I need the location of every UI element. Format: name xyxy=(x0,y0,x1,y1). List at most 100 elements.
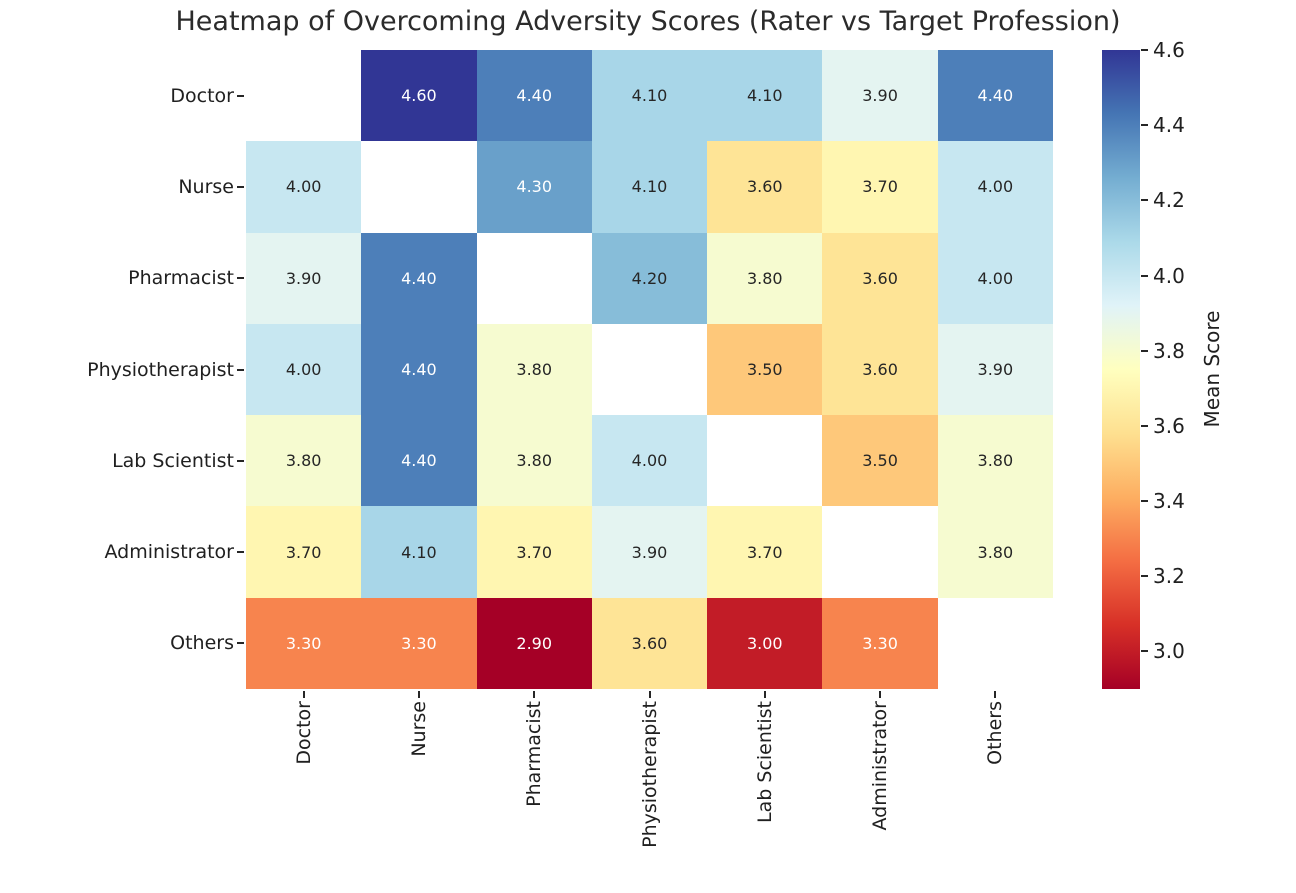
heatmap-cell: 3.80 xyxy=(476,415,592,507)
y-tick-label: Pharmacist xyxy=(128,267,234,290)
colorbar-tick-label: 4.0 xyxy=(1153,263,1185,288)
cell-value: 3.50 xyxy=(862,451,898,471)
cell-value: 4.00 xyxy=(631,451,668,471)
axis-tick xyxy=(763,691,766,698)
cell-value: 3.60 xyxy=(862,359,898,379)
cell-value: 3.90 xyxy=(631,542,668,562)
y-tick-label: Others xyxy=(170,632,234,655)
cell-value: 4.10 xyxy=(746,86,783,106)
colorbar-tick-label: 3.8 xyxy=(1153,338,1185,363)
heatmap-cell: 4.30 xyxy=(476,141,592,233)
colorbar-axis-label: Mean Score xyxy=(1200,310,1224,428)
colorbar-tick xyxy=(1141,650,1148,653)
y-tick-label: Administrator xyxy=(104,541,234,564)
heatmap-cell: 3.30 xyxy=(361,597,477,689)
colorbar-tick xyxy=(1141,274,1148,277)
heatmap-cell: 3.90 xyxy=(591,506,708,598)
heatmap-cell: 3.70 xyxy=(246,506,362,598)
axis-tick xyxy=(994,691,997,698)
axis-tick xyxy=(237,551,244,554)
colorbar-tick-label: 4.6 xyxy=(1153,38,1185,62)
cell-value: 4.40 xyxy=(516,86,553,106)
heatmap-cell: 3.70 xyxy=(822,141,938,233)
colorbar-tick xyxy=(1141,500,1148,503)
y-tick-label: Physiotherapist xyxy=(87,358,234,381)
heatmap-cell: 4.40 xyxy=(361,232,477,324)
cell-value: 3.60 xyxy=(862,268,898,288)
cell-value: 3.90 xyxy=(862,86,898,106)
colorbar xyxy=(1102,50,1140,689)
axis-tick xyxy=(879,691,882,698)
colorbar-tick-label: 3.6 xyxy=(1153,413,1185,438)
x-tick-label: Nurse xyxy=(407,701,430,757)
heatmap-cell: 3.30 xyxy=(246,597,362,689)
axis-tick xyxy=(417,691,420,698)
axis-tick xyxy=(302,691,305,698)
cell-value: 4.00 xyxy=(977,177,1014,197)
heatmap-cell: 3.90 xyxy=(937,323,1053,416)
colorbar-tick-label: 4.2 xyxy=(1153,188,1185,213)
x-tick-label: Others xyxy=(984,701,1007,765)
heatmap-cell: 3.60 xyxy=(591,597,708,689)
y-tick-label: Doctor xyxy=(170,84,234,107)
heatmap-cell: 4.00 xyxy=(591,415,708,507)
colorbar-tick-label: 3.0 xyxy=(1153,639,1185,664)
cell-value: 3.70 xyxy=(862,177,898,197)
heatmap-cell xyxy=(246,50,362,142)
colorbar-tick xyxy=(1141,349,1148,352)
heatmap-cell: 4.40 xyxy=(476,50,592,142)
heatmap-cell: 4.40 xyxy=(361,323,477,416)
heatmap-cell: 4.10 xyxy=(591,141,708,233)
cell-value: 3.60 xyxy=(631,633,668,653)
heatmap-cell: 4.10 xyxy=(361,506,477,598)
y-tick-label: Nurse xyxy=(178,175,234,198)
heatmap-cell: 3.50 xyxy=(822,415,938,507)
cell-value: 3.60 xyxy=(746,177,783,197)
heatmap-cell: 4.00 xyxy=(937,141,1053,233)
cell-value: 4.10 xyxy=(631,177,668,197)
heatmap-cell xyxy=(937,597,1053,689)
cell-value: 3.80 xyxy=(977,451,1014,471)
cell-value: 4.10 xyxy=(401,542,437,562)
heatmap-cell: 4.00 xyxy=(937,232,1053,324)
heatmap-cell: 4.00 xyxy=(246,141,362,233)
colorbar-tick-label: 3.4 xyxy=(1153,489,1185,514)
cell-value: 4.40 xyxy=(401,359,437,379)
cell-value: 3.80 xyxy=(285,451,322,471)
cell-value: 4.20 xyxy=(631,268,668,288)
cell-value: 4.10 xyxy=(631,86,668,106)
colorbar-tick xyxy=(1141,575,1148,578)
heatmap-grid: 4.60 4.40 4.10 4.10 3.90 4.40 4.00 4.30 4.10 3.60… xyxy=(246,50,1053,689)
cell-value: 4.60 xyxy=(401,86,437,106)
axis-tick xyxy=(237,185,244,188)
heatmap-cell: 4.10 xyxy=(591,50,708,142)
colorbar-tick xyxy=(1141,424,1148,427)
heatmap-cell: 4.60 xyxy=(361,50,477,142)
heatmap-cell: 3.80 xyxy=(707,232,823,324)
axis-tick xyxy=(237,642,244,645)
heatmap-cell: 3.30 xyxy=(822,597,938,689)
heatmap-cell: 3.80 xyxy=(937,415,1053,507)
cell-value: 3.90 xyxy=(285,268,322,288)
cell-value: 3.80 xyxy=(516,359,553,379)
heatmap-cell: 3.60 xyxy=(822,232,938,324)
heatmap-cell: 3.60 xyxy=(822,323,938,416)
heatmap-cell xyxy=(822,506,938,598)
x-tick-label: Administrator xyxy=(869,701,892,831)
cell-value: 3.30 xyxy=(401,633,437,653)
x-tick-label: Doctor xyxy=(292,701,315,765)
heatmap-cell xyxy=(707,415,823,507)
cell-value: 4.40 xyxy=(401,268,437,288)
cell-value: 3.70 xyxy=(746,542,783,562)
chart-title: Heatmap of Overcoming Adversity Scores (… xyxy=(175,6,1121,37)
x-tick-label: Physiotherapist xyxy=(638,701,661,848)
cell-value: 4.00 xyxy=(285,177,322,197)
cell-value: 3.30 xyxy=(285,633,322,653)
cell-value: 3.00 xyxy=(746,633,783,653)
heatmap-cell: 4.40 xyxy=(361,415,477,507)
y-tick-label: Lab Scientist xyxy=(112,449,234,472)
heatmap-cell: 3.70 xyxy=(476,506,592,598)
cell-value: 3.80 xyxy=(977,542,1014,562)
cell-value: 4.00 xyxy=(285,359,322,379)
